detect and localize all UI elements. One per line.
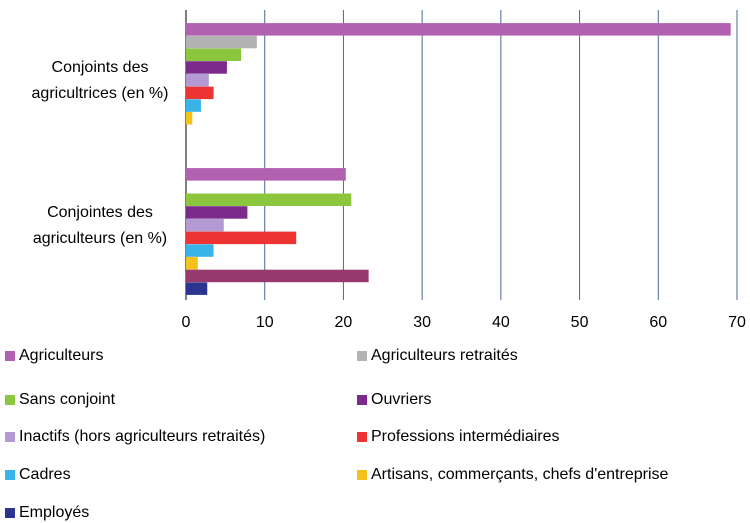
x-tick-label: 0 <box>182 314 191 331</box>
y-tick-label: Conjointes des agriculteurs (en %) <box>32 203 168 247</box>
bar <box>186 269 369 283</box>
bar <box>186 99 201 112</box>
bar <box>186 231 297 245</box>
legend-swatch <box>357 470 367 480</box>
bar <box>186 168 346 181</box>
legend-label: Sans conjoint <box>19 391 116 408</box>
x-tick-label: 30 <box>413 314 431 331</box>
legend-label: Agriculteurs retraités <box>371 347 518 364</box>
bar <box>186 244 214 257</box>
legend-swatch <box>5 470 15 480</box>
x-tick-label: 50 <box>571 314 589 331</box>
x-tick-label: 10 <box>256 314 274 331</box>
bar <box>186 218 224 232</box>
bar <box>186 282 208 295</box>
legend-swatch <box>357 351 367 361</box>
bar <box>186 193 352 206</box>
legend-swatch <box>357 395 367 405</box>
bar <box>186 257 198 270</box>
legend-label: Professions intermédiaires <box>371 428 560 445</box>
bar <box>186 206 248 219</box>
bar <box>186 61 227 74</box>
legend-label: Agriculteurs <box>19 347 103 364</box>
legend-label: Artisans, commerçants, chefs d'entrepris… <box>371 466 668 483</box>
x-tick-label: 70 <box>728 314 746 331</box>
legend-swatch <box>5 351 15 361</box>
bar <box>186 112 193 125</box>
legend-label: Inactifs (hors agriculteurs retraités) <box>19 428 265 445</box>
legend-label: Cadres <box>19 466 71 483</box>
bar <box>186 48 242 61</box>
y-tick-label: Conjoints des agricultrices (en %) <box>31 58 169 102</box>
bar <box>186 23 731 36</box>
legend-label: Ouvriers <box>371 391 431 408</box>
x-tick-label: 40 <box>492 314 510 331</box>
x-tick-label: 60 <box>649 314 667 331</box>
x-tick-label: 20 <box>335 314 353 331</box>
bar <box>186 86 214 100</box>
bar <box>186 35 257 49</box>
legend-swatch <box>5 395 15 405</box>
bar <box>186 73 209 87</box>
legend-swatch <box>5 508 15 518</box>
legend-label: Employés <box>19 504 89 521</box>
legend-swatch <box>5 432 15 442</box>
legend-swatch <box>357 432 367 442</box>
